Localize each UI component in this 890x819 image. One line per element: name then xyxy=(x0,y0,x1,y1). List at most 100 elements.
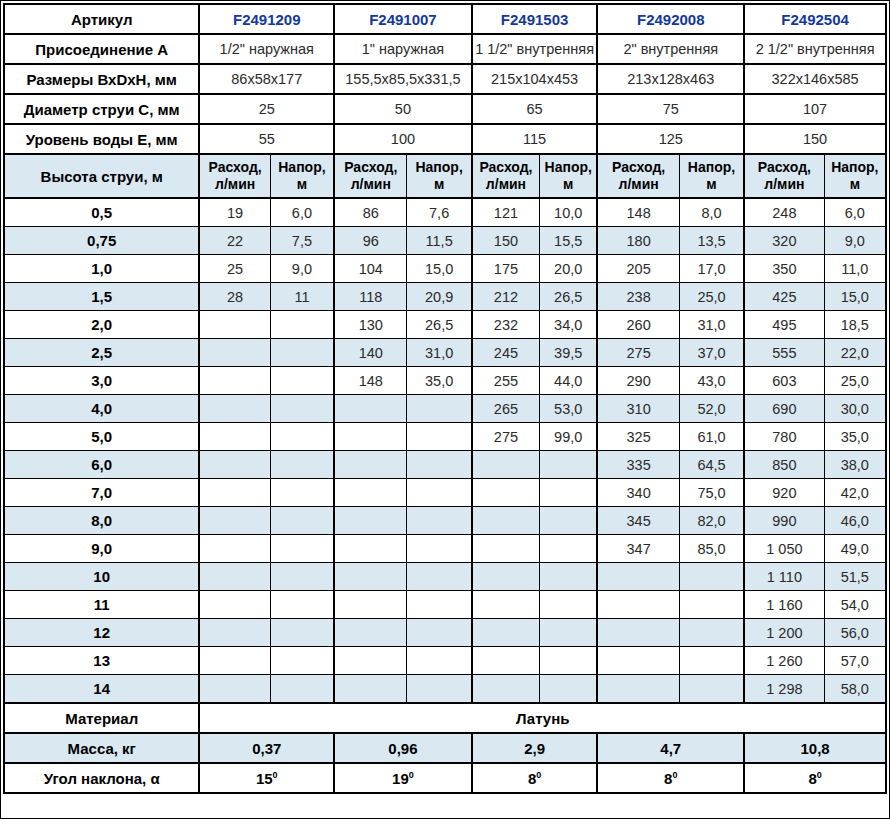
flow-value-cell: 920 xyxy=(744,479,824,507)
head-value-cell: 35,0 xyxy=(407,367,472,395)
jet-data-row: 111 16054,0 xyxy=(4,591,886,619)
head-header: Напор,м xyxy=(270,154,334,198)
head-value-cell xyxy=(540,591,598,619)
head-value-cell: 85,0 xyxy=(679,535,744,563)
jet-height-value: 10 xyxy=(4,563,199,591)
head-value-cell xyxy=(679,647,744,675)
dimensions-value: 213x128x463 xyxy=(597,64,744,94)
flow-value-cell: 1 298 xyxy=(744,675,824,704)
head-value-cell: 26,5 xyxy=(407,311,472,339)
row-water-level: Уровень воды Е, мм 55 100 115 125 150 xyxy=(4,124,886,154)
flow-value-cell: 275 xyxy=(597,339,679,367)
flow-value-cell: 148 xyxy=(334,367,407,395)
flow-value-cell xyxy=(597,647,679,675)
flow-value-cell xyxy=(334,591,407,619)
head-value-cell: 15,0 xyxy=(407,255,472,283)
head-value-cell xyxy=(270,423,334,451)
head-value-cell: 7,5 xyxy=(270,227,334,255)
head-value-cell: 38,0 xyxy=(824,451,886,479)
flow-value-cell: 180 xyxy=(597,227,679,255)
flow-value-cell: 690 xyxy=(744,395,824,423)
jet-height-value: 13 xyxy=(4,647,199,675)
flow-value-cell: 990 xyxy=(744,507,824,535)
jet-height-value: 14 xyxy=(4,675,199,704)
angle-value: 190 xyxy=(334,763,472,793)
flow-value-cell: 555 xyxy=(744,339,824,367)
flow-value-cell: 335 xyxy=(597,451,679,479)
angle-value: 80 xyxy=(597,763,744,793)
flow-value-cell xyxy=(472,563,540,591)
flow-value-cell: 345 xyxy=(597,507,679,535)
head-value-cell: 35,0 xyxy=(824,423,886,451)
spec-table: Артикул F2491209 F2491007 F2491503 F2492… xyxy=(3,3,887,794)
jet-diameter-value: 50 xyxy=(334,94,472,124)
flow-value-cell: 603 xyxy=(744,367,824,395)
head-value-cell xyxy=(407,535,472,563)
flow-value-cell xyxy=(334,507,407,535)
jet-diameter-value: 25 xyxy=(199,94,334,124)
head-value-cell xyxy=(270,339,334,367)
head-value-cell: 20,9 xyxy=(407,283,472,311)
head-value-cell xyxy=(540,619,598,647)
flow-value-cell xyxy=(199,619,270,647)
flow-value-cell xyxy=(199,451,270,479)
article-number: F2491209 xyxy=(199,4,334,34)
water-level-row-label: Уровень воды Е, мм xyxy=(4,124,199,154)
flow-value-cell: 425 xyxy=(744,283,824,311)
jet-height-value: 7,0 xyxy=(4,479,199,507)
flow-value-cell: 28 xyxy=(199,283,270,311)
jet-data-row: 14 1 29858,0 xyxy=(4,675,886,704)
head-value-cell: 43,0 xyxy=(679,367,744,395)
head-value-cell: 58,0 xyxy=(824,675,886,704)
row-material: Материал Латунь xyxy=(4,703,886,733)
head-value-cell xyxy=(270,311,334,339)
mass-value: 10,8 xyxy=(744,733,886,763)
flow-value-cell xyxy=(199,591,270,619)
angle-superscript: 0 xyxy=(672,770,677,780)
flow-value-cell: 265 xyxy=(472,395,540,423)
jet-data-row: 1,5281111820,921226,523825,042515,0 xyxy=(4,283,886,311)
flow-value-cell: 22 xyxy=(199,227,270,255)
head-value-cell: 6,0 xyxy=(270,198,334,227)
jet-data-row: 9,034785,01 05049,0 xyxy=(4,535,886,563)
flow-value-cell xyxy=(199,647,270,675)
article-row-label: Артикул xyxy=(4,4,199,34)
head-value-cell: 53,0 xyxy=(540,395,598,423)
head-value-cell xyxy=(407,423,472,451)
head-value-cell: 9,0 xyxy=(270,255,334,283)
flow-value-cell: 310 xyxy=(597,395,679,423)
flow-value-cell: 25 xyxy=(199,255,270,283)
flow-value-cell xyxy=(334,675,407,704)
flow-value-cell: 232 xyxy=(472,311,540,339)
head-value-cell: 31,0 xyxy=(679,311,744,339)
head-value-cell: 20,0 xyxy=(540,255,598,283)
jet-height-value: 4,0 xyxy=(4,395,199,423)
flow-value-cell: 290 xyxy=(597,367,679,395)
flow-value-cell xyxy=(199,395,270,423)
head-value-cell xyxy=(407,675,472,704)
material-value: Латунь xyxy=(199,703,886,733)
jet-data-row: 121 20056,0 xyxy=(4,619,886,647)
head-value-cell: 56,0 xyxy=(824,619,886,647)
head-value-cell xyxy=(270,619,334,647)
connection-value: 1/2" наружная xyxy=(199,34,334,64)
angle-value: 80 xyxy=(744,763,886,793)
flow-value-cell: 320 xyxy=(744,227,824,255)
flow-value-cell xyxy=(334,535,407,563)
article-number: F2491503 xyxy=(472,4,598,34)
head-value-cell xyxy=(540,535,598,563)
material-row-label: Материал xyxy=(4,703,199,733)
head-value-cell xyxy=(407,507,472,535)
dimensions-value: 155,5x85,5x331,5 xyxy=(334,64,472,94)
flow-value-cell xyxy=(472,619,540,647)
head-value-cell: 37,0 xyxy=(679,339,744,367)
head-value-cell xyxy=(407,647,472,675)
jet-data-row: 0,5196,0867,612110,01488,02486,0 xyxy=(4,198,886,227)
flow-header: Расход,л/мин xyxy=(472,154,540,198)
jet-height-value: 1,5 xyxy=(4,283,199,311)
head-value-cell: 7,6 xyxy=(407,198,472,227)
head-value-cell: 42,0 xyxy=(824,479,886,507)
jet-height-value: 11 xyxy=(4,591,199,619)
jet-height-value: 6,0 xyxy=(4,451,199,479)
flow-value-cell xyxy=(472,451,540,479)
